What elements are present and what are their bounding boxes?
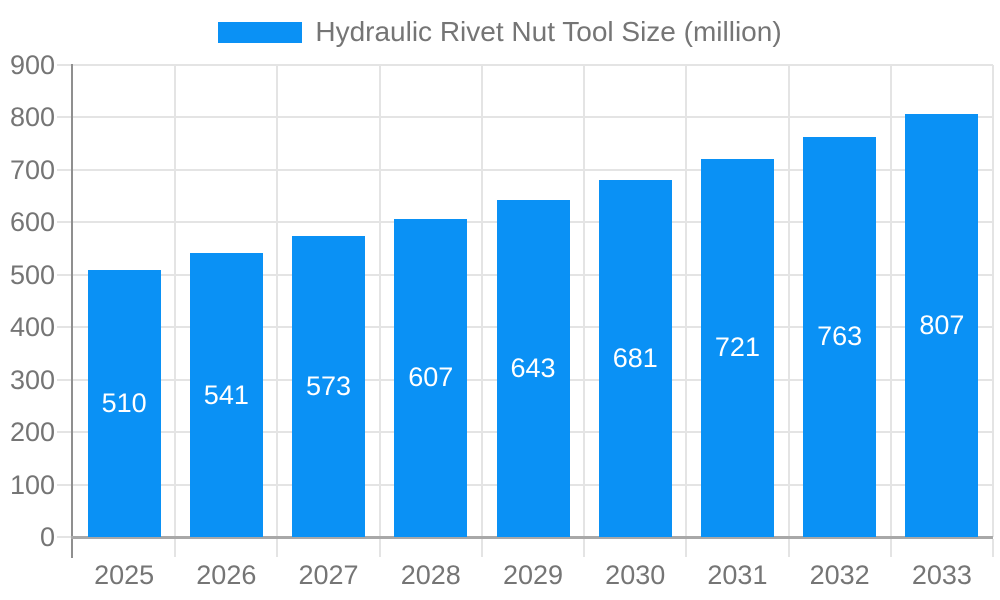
x-axis-label: 2030 [605,560,666,590]
x-gridline [378,65,381,537]
bar-value-label: 541 [203,379,249,410]
x-tick [685,539,688,557]
legend[interactable]: Hydraulic Rivet Nut Tool Size (million) [0,16,1000,48]
y-tick [57,378,72,381]
bar[interactable]: 721 [700,158,774,537]
x-axis-label: 2031 [707,560,768,590]
y-gridline [73,116,993,119]
y-axis-label: 200 [9,417,55,448]
bar-value-label: 807 [919,309,965,340]
bar-value-label: 510 [101,387,147,418]
x-axis-label: 2028 [400,560,461,590]
x-axis-label: 2025 [94,560,155,590]
y-axis-label: 700 [9,154,55,185]
y-tick [57,116,72,119]
bar[interactable]: 607 [394,218,468,537]
y-tick [57,431,72,434]
y-gridline [73,64,993,66]
x-gridline [480,65,483,537]
x-tick [378,539,381,557]
bar-value-label: 721 [714,332,760,363]
y-tick [57,168,72,171]
y-tick [57,221,72,224]
x-tick [889,539,892,557]
x-gridline [992,65,994,537]
x-gridline [685,65,688,537]
x-axis-label: 2032 [809,560,870,590]
x-tick [276,539,279,557]
bar[interactable]: 681 [598,179,672,537]
y-tick [57,273,72,276]
y-tick [57,536,72,538]
y-axis-line [71,64,73,558]
x-tick [480,539,483,557]
bar-value-label: 643 [510,352,556,383]
y-axis-label: 100 [9,469,55,500]
x-axis-line [71,536,993,539]
bar-value-label: 607 [408,362,454,393]
bar-value-label: 573 [306,371,352,402]
y-tick [57,326,72,329]
y-axis-label: 400 [9,312,55,343]
x-gridline [889,65,892,537]
bar[interactable]: 573 [292,236,366,537]
y-axis-label: 800 [9,102,55,133]
y-axis-label: 0 [39,522,55,552]
bar[interactable]: 807 [905,113,979,537]
y-axis-label: 600 [9,207,55,238]
x-axis-label: 2029 [502,560,564,590]
bar[interactable]: 541 [189,253,263,537]
x-axis-label: 2026 [196,560,257,590]
x-gridline [583,65,586,537]
bar[interactable]: 510 [87,269,161,537]
x-gridline [787,65,790,537]
y-tick [57,483,72,486]
y-axis-label: 300 [9,364,55,395]
x-gridline [174,65,177,537]
x-axis-label: 2027 [298,560,359,590]
x-axis-label: 2033 [911,560,972,590]
x-tick [992,539,994,557]
bar-value-label: 763 [817,321,863,352]
bar[interactable]: 763 [803,136,877,537]
x-tick [174,539,177,557]
bar[interactable]: 643 [496,199,570,537]
y-axis-label: 500 [9,259,55,290]
y-axis-label: 900 [9,50,55,80]
x-gridline [276,65,279,537]
y-gridline [73,168,993,171]
x-tick [583,539,586,557]
bar-value-label: 681 [612,342,658,373]
legend-label: Hydraulic Rivet Nut Tool Size (million) [315,16,782,47]
y-tick [57,64,72,66]
legend-swatch [218,21,303,43]
x-tick [787,539,790,557]
